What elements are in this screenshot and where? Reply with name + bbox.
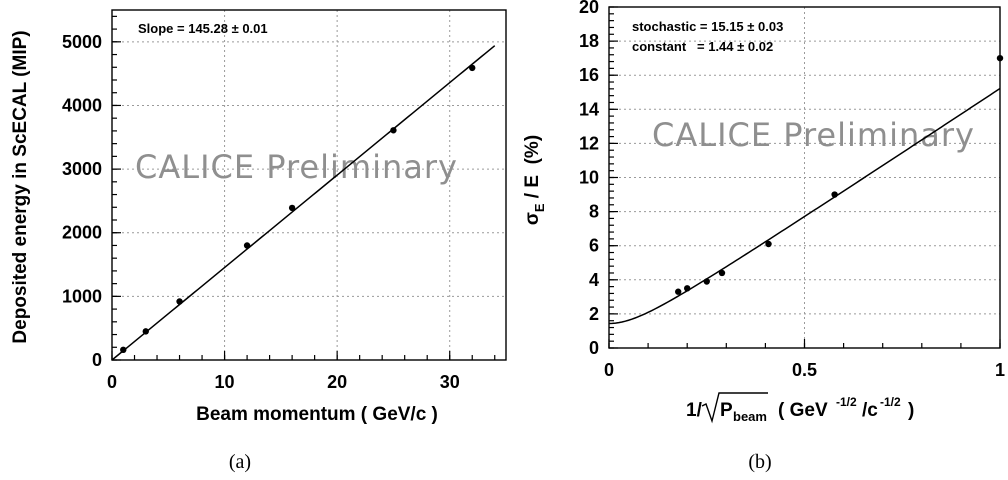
panel-b-data-points (675, 54, 1004, 295)
panel-b-x-axis-label-prefix: 1/ (686, 400, 703, 421)
a-ytick-label-2: 2000 (62, 223, 102, 243)
panel-b-x-axis-label-gev-exponent: -1/2 (836, 395, 857, 409)
a-xtick-label-2: 20 (327, 372, 347, 392)
a-ytick-label-0: 0 (92, 350, 102, 370)
b-data-point-3 (718, 269, 726, 277)
b-fit-path (608, 87, 1001, 325)
panel-b-x-axis-label-per-c: /c (862, 400, 878, 421)
b-ytick-label-3: 6 (589, 236, 599, 256)
b-ytick-label-10: 20 (579, 0, 599, 17)
panel-b-x-axis-label-p-subscript: beam (733, 409, 767, 424)
a-ytick-label-4: 4000 (62, 95, 102, 115)
b-ytick-label-6: 12 (579, 133, 599, 153)
panel-b-x-axis-label-units-open: ( GeV (778, 400, 828, 421)
panel-a-watermark: CALICE Preliminary (135, 148, 458, 186)
a-xtick-label-0: 0 (107, 372, 117, 392)
panel-b-watermark: CALICE Preliminary (652, 116, 975, 154)
panel-b-ticks (608, 6, 1001, 349)
panel-b-y-axis-label-sigma: σ (522, 212, 543, 225)
b-data-point-2 (703, 278, 710, 285)
panel-b-stochastic-annotation: stochastic = 15.15 ± 0.03 (632, 19, 783, 34)
panel-a-y-axis-label: Deposited energy in ScECAL (MIP) (10, 30, 31, 343)
panel-b-x-axis-radical-sign (701, 392, 768, 424)
panel-b-grid (609, 7, 1000, 348)
panel-b-y-axis-label: σE / E (%) (522, 135, 547, 225)
b-ytick-label-4: 8 (589, 202, 599, 222)
panel-b-constant-annotation: constant = 1.44 ± 0.02 (632, 39, 773, 54)
panel-a-grid (112, 10, 506, 360)
panel-a-caption: (a) (229, 451, 251, 473)
b-xtick-label-2: 1 (995, 360, 1005, 380)
a-data-point-2 (176, 298, 183, 305)
a-data-point-6 (469, 64, 476, 72)
panel-a: 0 10 20 30 0 1000 2000 3000 4000 5000 CALICE Prel… (10, 9, 507, 473)
panel-a-ticks (111, 15, 496, 361)
a-data-point-3 (243, 242, 251, 249)
b-ytick-label-5: 10 (579, 168, 599, 188)
panel-b-y-axis-label-rest: / E (%) (522, 135, 543, 204)
panel-a-data-points (120, 64, 476, 354)
b-data-point-6 (996, 54, 1004, 62)
a-data-point-0 (120, 346, 127, 354)
b-ytick-label-1: 2 (589, 304, 599, 324)
panel-b-x-axis-label: 1/ P beam ( GeV -1/2 /c -1/2 ) (686, 392, 914, 424)
panel-a-x-axis-label: Beam momentum ( GeV/c ) (196, 404, 438, 425)
a-data-point-5 (390, 127, 397, 134)
b-data-point-1 (684, 285, 691, 292)
panel-b-x-axis-label-units-close: ) (908, 400, 914, 421)
b-data-point-5 (831, 191, 838, 198)
b-ytick-label-0: 0 (589, 338, 599, 358)
panel-b-fit-curve (608, 87, 1001, 325)
panel-a-slope-annotation: Slope = 145.28 ± 0.01 (138, 21, 268, 36)
b-xtick-label-0: 0 (604, 360, 614, 380)
a-xtick-label-3: 30 (440, 372, 460, 392)
b-xtick-label-1: 0.5 (792, 360, 817, 380)
panel-a-plot-frame (111, 9, 507, 361)
panel-b-y-axis-label-subscript: E (532, 203, 547, 212)
b-ytick-label-2: 4 (589, 270, 599, 290)
a-data-point-1 (142, 328, 149, 335)
panel-b-caption: (b) (748, 451, 771, 473)
a-ytick-label-3: 3000 (62, 159, 102, 179)
b-data-point-4 (765, 240, 772, 248)
b-data-point-0 (675, 288, 682, 295)
a-ytick-label-1: 1000 (62, 286, 102, 306)
panel-b-x-axis-label-p: P (720, 400, 733, 421)
a-ytick-label-5: 5000 (62, 32, 102, 52)
panel-b-x-axis-label-c-exponent: -1/2 (880, 395, 901, 409)
panel-a-tick-labels: 0 10 20 30 0 1000 2000 3000 4000 5000 (62, 32, 460, 392)
a-fit-path (111, 45, 496, 361)
b-ytick-label-8: 16 (579, 65, 599, 85)
a-data-point-4 (288, 204, 296, 212)
b-ytick-label-9: 18 (579, 31, 599, 51)
a-xtick-label-1: 10 (215, 372, 235, 392)
panel-a-fit-line (111, 45, 496, 361)
b-ytick-label-7: 14 (579, 99, 599, 119)
